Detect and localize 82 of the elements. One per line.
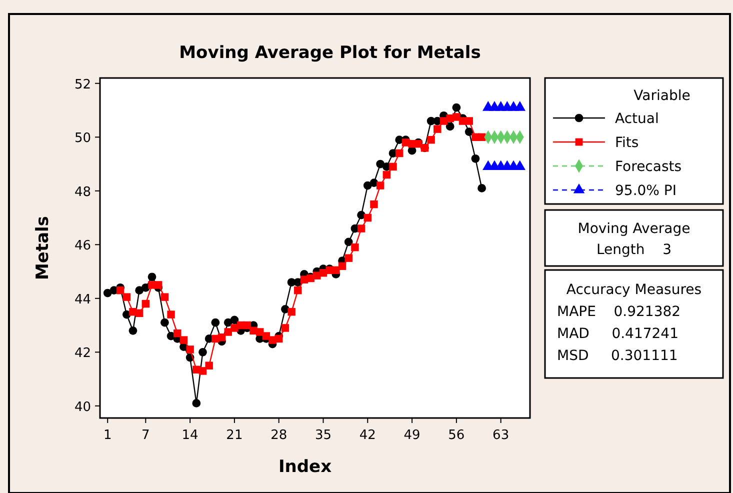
y-tick-label: 46 xyxy=(74,238,91,254)
y-axis-title: Metals xyxy=(33,216,53,280)
legend-label: 95.0% PI xyxy=(615,183,676,199)
point xyxy=(186,346,194,354)
point xyxy=(281,324,290,332)
legend-label: Forecasts xyxy=(615,159,682,175)
x-tick-label: 1 xyxy=(103,428,112,443)
x-tick-label: 14 xyxy=(182,428,198,443)
point xyxy=(395,149,404,158)
legend-title: Variable xyxy=(634,88,690,104)
x-tick-label: 7 xyxy=(142,428,150,443)
point xyxy=(198,348,207,356)
point xyxy=(294,286,302,294)
point xyxy=(344,238,353,246)
point xyxy=(211,318,220,327)
point xyxy=(116,286,124,294)
text: MAPE 0.921382 xyxy=(557,304,681,320)
point xyxy=(262,332,270,340)
y-tick-label: 52 xyxy=(74,77,91,92)
point xyxy=(376,182,384,190)
point xyxy=(427,136,435,144)
y-tick-label: 42 xyxy=(74,346,91,362)
x-tick-label: 49 xyxy=(404,428,420,443)
point xyxy=(376,160,385,168)
point xyxy=(148,272,156,282)
y-tick-label: 44 xyxy=(74,292,91,308)
point xyxy=(382,170,391,179)
point xyxy=(135,309,144,318)
x-axis-title: Index xyxy=(278,457,332,477)
point xyxy=(103,288,112,298)
y-tick-label: 48 xyxy=(74,184,91,200)
point xyxy=(478,184,486,192)
x-tick-label: 35 xyxy=(314,428,332,443)
point xyxy=(446,122,454,131)
point xyxy=(338,262,346,270)
x-tick-label: 28 xyxy=(270,428,288,443)
point xyxy=(452,103,461,112)
x-tick-label: 56 xyxy=(448,428,465,443)
point xyxy=(344,254,352,262)
point xyxy=(288,308,296,316)
point xyxy=(224,328,232,336)
point xyxy=(357,224,366,232)
point xyxy=(364,214,372,222)
legend-label: Actual xyxy=(615,111,659,127)
point xyxy=(160,318,169,327)
point xyxy=(160,293,169,301)
point xyxy=(205,362,213,370)
point xyxy=(122,293,131,301)
chart-title: Moving Average Plot for Metals xyxy=(179,43,481,63)
x-tick-label: 63 xyxy=(492,428,510,443)
legend-label: Fits xyxy=(615,135,639,151)
point xyxy=(351,243,359,252)
point xyxy=(230,316,239,324)
text: Accuracy Measures xyxy=(566,282,702,298)
point xyxy=(465,117,473,125)
point xyxy=(389,162,397,171)
point xyxy=(135,286,144,295)
text: MAD 0.417241 xyxy=(557,326,678,342)
text: Moving Average xyxy=(578,221,690,237)
point xyxy=(180,336,188,344)
point xyxy=(370,200,378,208)
point xyxy=(256,328,264,336)
text: Length 3 xyxy=(596,242,672,258)
point xyxy=(274,334,283,343)
point xyxy=(332,266,340,274)
point xyxy=(363,181,372,190)
x-tick-label: 21 xyxy=(226,428,243,443)
point xyxy=(192,399,201,408)
point xyxy=(471,154,480,163)
point xyxy=(174,329,182,338)
text: MSD 0.301111 xyxy=(557,348,678,364)
point xyxy=(128,326,138,335)
point xyxy=(464,128,474,136)
point xyxy=(167,310,175,318)
y-tick-label: 50 xyxy=(74,131,91,146)
point xyxy=(452,113,460,121)
point xyxy=(142,300,150,308)
point xyxy=(154,281,162,289)
x-tick-label: 42 xyxy=(359,428,376,443)
point xyxy=(434,125,442,133)
point xyxy=(198,367,207,375)
y-tick-label: 40 xyxy=(74,400,91,415)
